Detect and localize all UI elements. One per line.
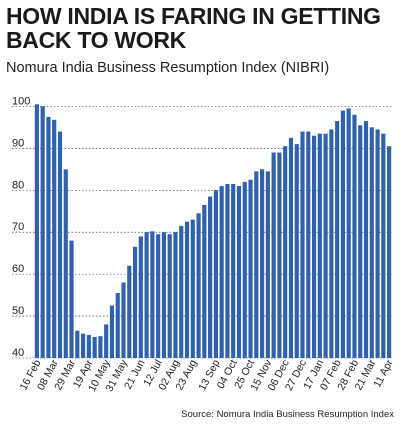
- bar: [369, 127, 374, 358]
- bar: [352, 114, 357, 359]
- bar: [57, 131, 63, 358]
- y-tick-label: 80: [12, 179, 24, 191]
- bar: [335, 121, 340, 358]
- bar: [75, 330, 80, 358]
- bar: [219, 186, 224, 358]
- bar: [144, 232, 149, 358]
- bar: [156, 234, 161, 358]
- bar: [260, 169, 265, 358]
- bar: [288, 137, 294, 358]
- bar: [109, 305, 115, 358]
- bar: [34, 104, 39, 358]
- bar: [184, 221, 190, 358]
- bar: [277, 152, 282, 358]
- bar: [225, 183, 230, 358]
- bar: [208, 196, 213, 358]
- bar: [311, 135, 317, 358]
- chart-title: HOW INDIA IS FARING IN GETTING BACK TO W…: [6, 3, 381, 53]
- bar: [317, 133, 322, 358]
- bar: [138, 236, 143, 358]
- bar: [98, 336, 103, 358]
- bar: [358, 125, 363, 358]
- y-tick-label: 100: [12, 95, 30, 107]
- bar: [242, 181, 247, 358]
- bar: [179, 225, 184, 358]
- bar: [283, 146, 288, 358]
- bar: [375, 129, 380, 358]
- bar: [132, 246, 138, 358]
- bar: [363, 121, 369, 358]
- bar: [150, 231, 155, 358]
- bar: [213, 190, 218, 358]
- y-tick-label: 60: [12, 263, 24, 275]
- bar: [340, 110, 345, 358]
- bar: [161, 232, 166, 358]
- bar: [92, 337, 97, 358]
- bar: [104, 324, 109, 358]
- y-tick-label: 90: [12, 137, 24, 149]
- chart-subtitle: Nomura India Business Resumption Index (…: [6, 60, 330, 76]
- bar: [196, 213, 201, 358]
- bar: [40, 106, 45, 358]
- bar: [300, 131, 305, 358]
- y-tick-label: 70: [12, 221, 24, 233]
- gridlines: [12, 106, 392, 359]
- bar: [69, 240, 74, 358]
- bar: [46, 116, 51, 359]
- bar: [346, 108, 351, 358]
- y-tick-label: 50: [12, 305, 24, 317]
- bar: [265, 171, 270, 358]
- bar: [254, 171, 259, 358]
- bar: [86, 334, 91, 358]
- bar: [231, 183, 236, 358]
- bar: [167, 234, 172, 358]
- bars: [34, 104, 392, 359]
- bar: [271, 152, 276, 358]
- bar: [190, 219, 195, 358]
- bar: [202, 204, 207, 358]
- bar: [81, 333, 86, 358]
- y-tick-label: 40: [12, 347, 24, 359]
- bar: [236, 186, 242, 358]
- bar: [381, 133, 386, 358]
- bar: [329, 129, 334, 358]
- bar: [115, 293, 120, 358]
- bar: [248, 179, 253, 358]
- bar: [173, 232, 178, 358]
- bar: [63, 169, 68, 358]
- bar: [387, 146, 392, 358]
- bar: [294, 144, 299, 358]
- bar: [121, 282, 126, 358]
- y-axis-ticks: 40 50 60 70 80 90 100: [12, 95, 30, 359]
- bar: [127, 265, 132, 358]
- bar: [323, 133, 328, 358]
- bar: [52, 119, 57, 358]
- source-note: Source: Nomura India Business Resumption…: [181, 409, 394, 420]
- bar: [306, 131, 311, 358]
